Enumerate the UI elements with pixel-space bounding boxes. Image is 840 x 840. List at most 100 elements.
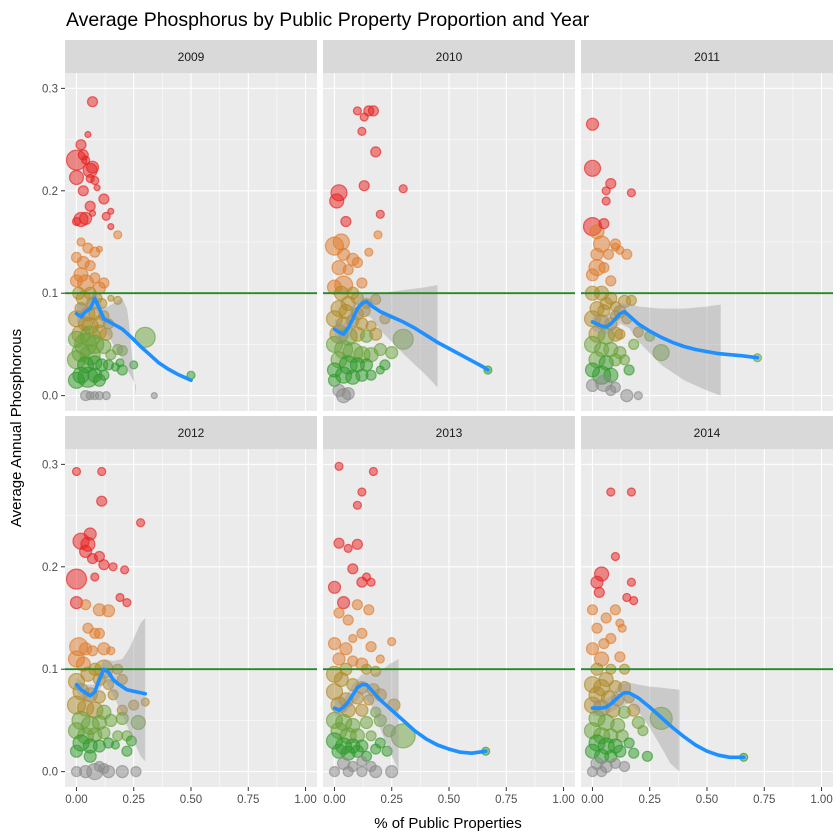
data-point	[356, 755, 368, 768]
data-point	[328, 765, 341, 778]
smooth-trend-line	[590, 309, 760, 360]
y-tick-label: 0.2	[42, 186, 58, 198]
data-point	[585, 117, 600, 131]
data-point	[107, 294, 115, 302]
data-point	[130, 765, 142, 778]
y-tick-label: 0.0	[42, 391, 58, 403]
data-point	[351, 599, 363, 611]
data-point	[112, 730, 124, 742]
data-point	[618, 354, 631, 366]
data-point	[367, 105, 379, 117]
data-point	[108, 562, 118, 572]
smooth-trend-line	[332, 299, 490, 372]
confidence-ribbon	[334, 659, 399, 770]
x-tick-label: 0.00	[323, 794, 345, 806]
panel-marks	[323, 461, 575, 779]
data-point	[601, 196, 611, 206]
data-point	[75, 139, 87, 151]
data-point	[150, 392, 158, 400]
data-point	[128, 699, 140, 711]
data-point	[89, 272, 101, 284]
data-point	[614, 328, 626, 340]
data-point	[375, 365, 385, 375]
data-point	[121, 745, 133, 757]
data-point	[605, 178, 617, 190]
data-point	[86, 645, 99, 657]
data-point	[101, 604, 116, 618]
panel-marks	[581, 117, 833, 403]
data-point	[106, 646, 116, 656]
data-point	[370, 293, 382, 305]
data-point	[629, 595, 639, 606]
data-point	[67, 371, 86, 389]
data-point	[342, 614, 354, 626]
data-point	[343, 543, 353, 554]
data-point	[365, 760, 377, 773]
data-point	[342, 264, 354, 276]
data-point	[68, 169, 85, 186]
data-point	[107, 689, 119, 701]
data-point	[78, 544, 93, 559]
data-point	[333, 607, 345, 619]
data-point	[385, 764, 399, 779]
x-tick-label: 0.00	[581, 794, 603, 806]
data-point	[113, 230, 123, 240]
data-point	[342, 765, 354, 778]
x-tick-label: 0.25	[639, 794, 661, 806]
data-point	[119, 565, 130, 575]
data-point	[130, 714, 146, 731]
data-point	[98, 762, 110, 775]
facet-strip-label: 2012	[178, 426, 205, 440]
data-point	[134, 326, 156, 348]
facet-strip	[323, 416, 575, 449]
panel-marks	[323, 105, 575, 404]
data-point	[98, 369, 110, 381]
data-point	[116, 345, 128, 357]
data-point	[80, 155, 91, 165]
data-point	[365, 641, 377, 653]
data-point	[340, 215, 352, 228]
data-point	[590, 575, 604, 589]
data-point	[602, 248, 615, 260]
facet-panel-2014: 2014 0.00 0.25 0.50 0.75 1.00	[581, 416, 833, 806]
data-point	[98, 193, 110, 205]
y-tick-label: 0.1	[42, 288, 58, 300]
data-point	[615, 729, 629, 743]
data-point	[85, 160, 100, 174]
data-point	[98, 559, 110, 571]
data-point	[615, 245, 625, 255]
data-point	[355, 703, 369, 717]
data-point	[601, 186, 611, 196]
data-point	[115, 592, 125, 603]
facet-strip-label: 2011	[694, 50, 720, 64]
confidence-ribbon	[334, 285, 438, 388]
data-point	[392, 328, 414, 350]
data-point	[333, 537, 345, 549]
x-tick-label: 1.00	[294, 794, 316, 806]
data-point	[623, 737, 635, 749]
data-point	[598, 262, 610, 274]
data-point	[65, 568, 88, 590]
data-point	[369, 327, 383, 341]
data-point	[339, 642, 353, 656]
x-tick-label: 0.50	[438, 794, 460, 806]
data-point	[351, 538, 363, 550]
data-point	[96, 495, 108, 507]
data-point	[125, 735, 137, 747]
data-point	[332, 383, 346, 398]
data-point	[76, 237, 86, 247]
data-point	[122, 597, 132, 608]
data-point	[71, 216, 82, 227]
data-point	[140, 697, 150, 707]
data-point	[356, 627, 368, 640]
data-point	[77, 185, 89, 197]
data-point	[358, 180, 370, 192]
data-point	[605, 384, 617, 397]
data-point	[613, 744, 627, 758]
data-point	[625, 294, 638, 306]
facet-strip	[581, 40, 833, 73]
data-point	[385, 346, 399, 360]
data-point	[102, 678, 115, 691]
data-point	[373, 342, 387, 357]
data-point	[113, 295, 123, 305]
